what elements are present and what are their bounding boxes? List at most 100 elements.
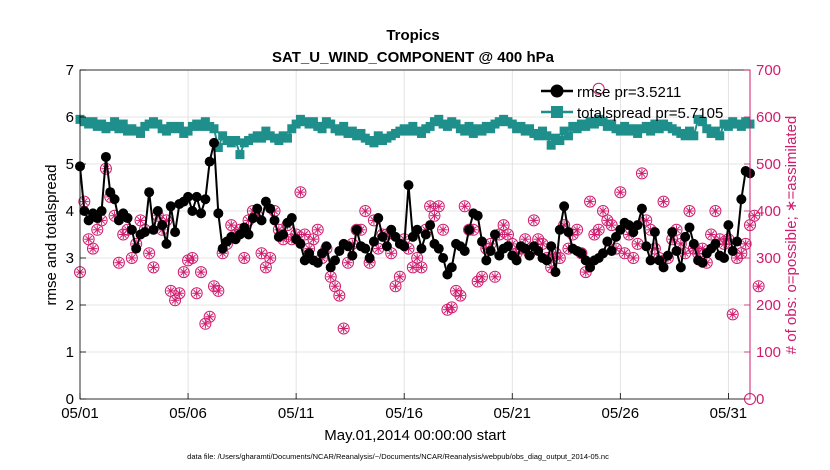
rmse-point (152, 206, 163, 216)
rmse-point (126, 224, 137, 235)
possible-obs-point (471, 275, 484, 288)
assimilated-obs-point (300, 230, 310, 239)
assimilated-obs-point (295, 187, 305, 197)
spread-point (317, 124, 327, 134)
possible-obs-point (264, 252, 277, 264)
spread-point (684, 126, 694, 136)
asterisk-stroke (258, 249, 266, 257)
rmse-point (727, 245, 738, 256)
x-tick-label: 05/16 (385, 405, 423, 422)
possible-obs-point (601, 214, 614, 227)
possible-obs-point (117, 228, 130, 241)
possible-obs-point (147, 261, 160, 274)
spread-point (607, 119, 617, 129)
legend-spread-marker (551, 106, 563, 118)
asterisk-stroke (331, 282, 339, 290)
asterisk-stroke (603, 216, 611, 224)
y-left-tick-label: 3 (66, 250, 74, 267)
spread-point (581, 121, 591, 131)
spread-point (650, 119, 660, 129)
possible-obs-point (553, 252, 566, 264)
y-right-tick-label: 400 (756, 203, 781, 220)
spread-point (525, 124, 535, 134)
possible-obs-point (748, 209, 761, 222)
assimilated-obs-point (213, 286, 223, 296)
asterisk-stroke (504, 230, 512, 239)
assimilated-obs-point (620, 248, 630, 258)
rmse-point (286, 213, 297, 224)
spread-point (615, 126, 625, 136)
assimilated-obs-point (684, 206, 694, 216)
possible-obs-point (437, 223, 450, 236)
assimilated-obs-point (360, 206, 370, 216)
possible-obs-point (199, 317, 212, 330)
assimilated-obs-point (728, 309, 738, 319)
asterisk-stroke (500, 221, 508, 229)
assimilated-obs-point (503, 230, 513, 239)
asterisk-stroke (595, 226, 603, 234)
rmse-point (204, 156, 215, 167)
asterisk-stroke (478, 273, 486, 281)
asterisk-stroke (634, 240, 642, 248)
rmse-point (420, 229, 431, 240)
possible-obs-point (125, 252, 138, 264)
asterisk-stroke (171, 296, 179, 304)
possible-obs-point (657, 195, 670, 208)
rmse-point (641, 241, 652, 252)
asterisk-stroke (149, 263, 157, 271)
assimilated-obs-point (205, 312, 215, 322)
rmse-point (459, 245, 470, 256)
asterisk-stroke (296, 188, 304, 196)
spread-point (559, 126, 569, 136)
spread-point (689, 131, 699, 141)
asterisk-stroke (266, 254, 274, 262)
assimilated-obs-point (438, 225, 448, 235)
spread-point (464, 121, 474, 131)
assimilated-obs-point (92, 225, 102, 235)
rmse-point (732, 236, 743, 247)
possible-obs-point (208, 280, 220, 293)
assimilated-obs-point (633, 239, 643, 249)
asterisk-stroke (175, 289, 183, 297)
asterisk-stroke (387, 249, 395, 257)
spread-point (209, 124, 219, 134)
spread-point (369, 138, 379, 148)
rmse-point (554, 224, 565, 235)
rmse-point (688, 238, 699, 249)
possible-obs-point (726, 308, 739, 321)
asterisk-stroke (93, 226, 101, 234)
asterisk-stroke (115, 259, 123, 267)
assimilated-obs-point (434, 201, 444, 211)
assimilated-obs-point (429, 211, 439, 221)
rmse-point (684, 222, 695, 233)
spread-point (641, 121, 651, 131)
asterisk-stroke (197, 268, 205, 276)
spread-point (654, 124, 664, 134)
asterisk-stroke (711, 207, 719, 215)
legend-rmse-label: rmse pr=3.5211 (577, 84, 681, 101)
rmse-point (265, 203, 276, 214)
assimilated-obs-point (455, 291, 465, 301)
possible-obs-point (709, 205, 722, 217)
assimilated-obs-point (84, 234, 94, 244)
asterisk-stroke (599, 207, 607, 215)
rmse-point (157, 220, 168, 231)
spread-point (723, 121, 733, 131)
assimilated-obs-point (637, 168, 647, 178)
rmse-point (710, 238, 721, 249)
asterisk-stroke (167, 287, 175, 295)
spread-point (282, 133, 292, 143)
rmse-point (278, 229, 289, 240)
spread-point (710, 126, 720, 136)
asterisk-stroke (409, 263, 417, 271)
possible-obs-point (190, 287, 203, 300)
asterisk-stroke (314, 226, 322, 234)
asterisk-stroke (435, 202, 443, 210)
possible-obs-point (445, 301, 458, 314)
asterisk-stroke (426, 202, 434, 210)
rmse-point (416, 243, 427, 254)
assimilated-obs-point (330, 281, 340, 291)
assimilated-obs-point (196, 267, 206, 277)
assimilated-obs-point (308, 234, 318, 244)
possible-obs-point (186, 252, 199, 264)
